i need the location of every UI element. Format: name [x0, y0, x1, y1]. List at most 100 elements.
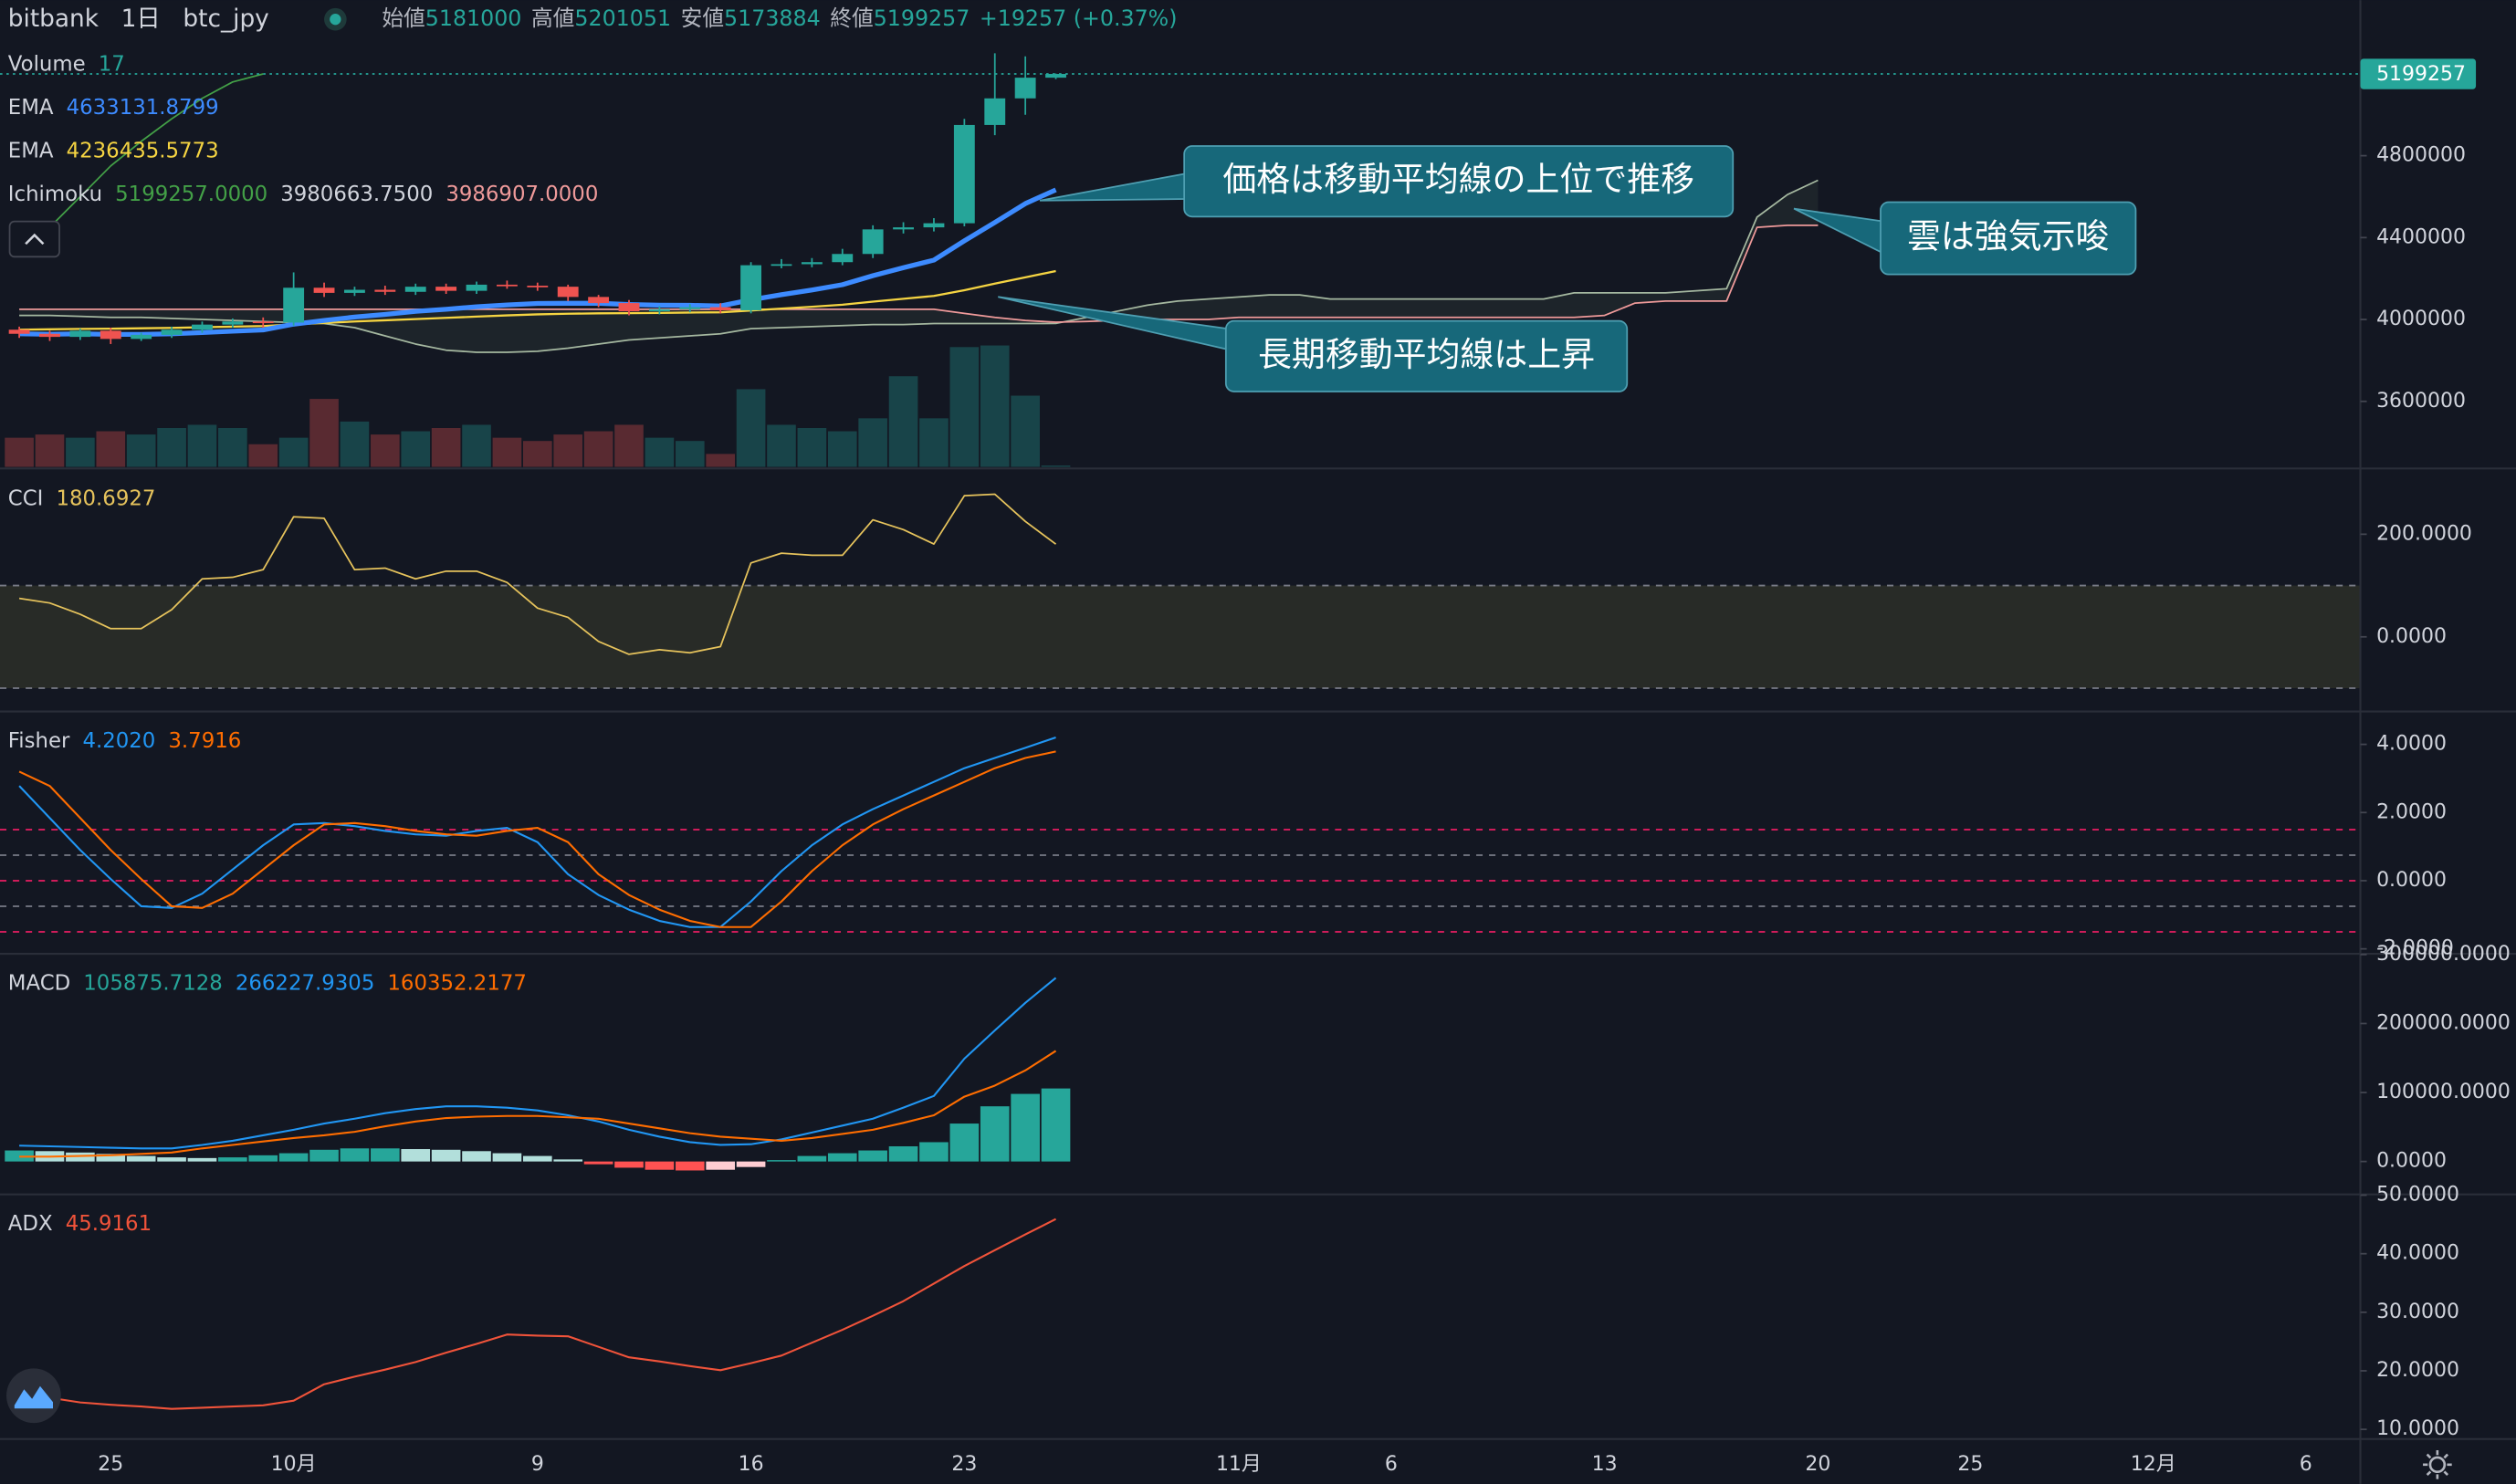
low-value: 5173884: [724, 5, 821, 31]
exchange: bitbank: [8, 5, 100, 33]
candle-body: [527, 286, 549, 287]
candle-body: [832, 254, 854, 263]
series-line: [19, 187, 1057, 338]
histogram-bar: [522, 1155, 552, 1162]
series-line: [18, 737, 1056, 928]
candle-body: [801, 262, 823, 265]
histogram-bar: [66, 1152, 95, 1162]
legend-name: EMA: [8, 95, 54, 119]
volume-bar: [888, 376, 918, 467]
candle-body: [709, 307, 731, 310]
volume-bar: [5, 437, 34, 467]
y-tick-label: 0.0000: [2376, 1150, 2447, 1173]
candle-body: [618, 303, 640, 312]
volume-bar: [248, 444, 278, 467]
histogram-bar: [187, 1157, 217, 1162]
y-tick-label: 300000.0000: [2376, 943, 2511, 966]
legend-name: Volume: [8, 52, 86, 76]
annotations: 価格は移動平均線の上位で推移 雲は強気示唆 長期移動平均線は上昇: [998, 145, 2137, 392]
legend-value: 45.9161: [66, 1212, 152, 1236]
candle-body: [252, 321, 274, 324]
histogram-bar: [126, 1155, 156, 1162]
candle-body: [953, 124, 975, 224]
candle-body: [313, 287, 335, 293]
histogram-bar: [858, 1150, 887, 1162]
price-badge-label: 5199257: [2376, 63, 2466, 86]
volume-bar: [157, 427, 186, 467]
legend-name: ADX: [8, 1212, 53, 1236]
callout-text: 長期移動平均線は上昇: [1258, 335, 1595, 374]
candle-body: [588, 297, 610, 304]
logo[interactable]: [6, 1368, 61, 1424]
legend-row: Fisher 4.2020 3.7916: [8, 729, 242, 753]
histogram-bar: [278, 1153, 309, 1162]
legend-value: 266227.9305: [236, 971, 374, 995]
volume-bar: [431, 427, 461, 467]
legend-value: 17: [99, 52, 125, 76]
volume-bar: [858, 418, 887, 467]
x-tick-label: 9: [531, 1453, 544, 1476]
band-fill: [0, 585, 2361, 688]
y-tick-label: 30.0000: [2376, 1301, 2459, 1323]
y-tick-label: 200000.0000: [2376, 1011, 2511, 1034]
candle-body: [8, 329, 30, 334]
collapse-button[interactable]: [8, 220, 60, 258]
histogram-bar: [583, 1161, 613, 1165]
legend-value: 3.7916: [168, 729, 241, 753]
legend-name: EMA: [8, 139, 54, 162]
volume-bar: [96, 431, 126, 467]
volume-bar: [1011, 395, 1040, 467]
candle-body: [679, 307, 701, 309]
callout-text: 雲は強気示唆: [1907, 217, 2109, 256]
legend-row: CCI 180.6927: [8, 486, 156, 510]
candle-body: [923, 223, 945, 228]
histogram-bar: [492, 1153, 522, 1162]
volume-bar: [583, 431, 613, 467]
volume-bar: [706, 454, 736, 467]
candle-body: [100, 330, 121, 340]
histogram-bar: [401, 1149, 431, 1162]
candle-body: [39, 333, 60, 338]
volume-bar: [767, 424, 796, 467]
histogram-bar: [706, 1161, 736, 1170]
legend-value: 4.2020: [82, 729, 155, 753]
series-line: [19, 1050, 1057, 1158]
candle-body: [161, 329, 183, 335]
histogram-bar: [614, 1161, 644, 1168]
candle-body: [435, 287, 457, 291]
histogram-bar: [645, 1161, 675, 1170]
histogram-bar: [980, 1106, 1010, 1162]
volume-bar: [187, 424, 217, 467]
histogram-bar: [309, 1149, 339, 1162]
candle-body: [192, 324, 213, 330]
y-tick-label: 100000.0000: [2376, 1081, 2511, 1103]
volume-bar: [919, 418, 949, 467]
candle-body: [862, 229, 884, 255]
legend-row: Volume 17: [8, 52, 125, 76]
legend-value: 105875.7128: [83, 971, 223, 995]
y-tick-label: 2.0000: [2376, 800, 2447, 823]
candle-body: [496, 284, 518, 287]
symbol: btc_jpy: [183, 5, 268, 33]
candle-body: [374, 289, 396, 292]
legend-row: ADX 45.9161: [8, 1212, 152, 1236]
settings-icon[interactable]: [2423, 1450, 2452, 1479]
high-value: 5201051: [574, 5, 671, 31]
plot: [0, 53, 2361, 1410]
y-tick-label: 3600000: [2376, 390, 2466, 413]
volume-bar: [522, 441, 552, 467]
series-line: [18, 493, 1057, 655]
callout-text: 価格は移動平均線の上位で推移: [1222, 160, 1694, 199]
histogram-bar: [462, 1151, 491, 1162]
volume-bar: [126, 434, 156, 467]
interval: 1日: [121, 5, 161, 33]
volume-bar: [492, 437, 522, 467]
histogram-bar: [1011, 1093, 1040, 1162]
volume-bar: [401, 431, 431, 467]
y-tick-label: 4800000: [2376, 144, 2466, 167]
legend-name: CCI: [8, 486, 44, 510]
close-label: 終値: [830, 5, 873, 31]
callout-box: [1880, 201, 2137, 276]
legends: Volume 17 EMA 4633131.8799 EMA 4236435.5773 Ic…: [8, 52, 599, 1236]
